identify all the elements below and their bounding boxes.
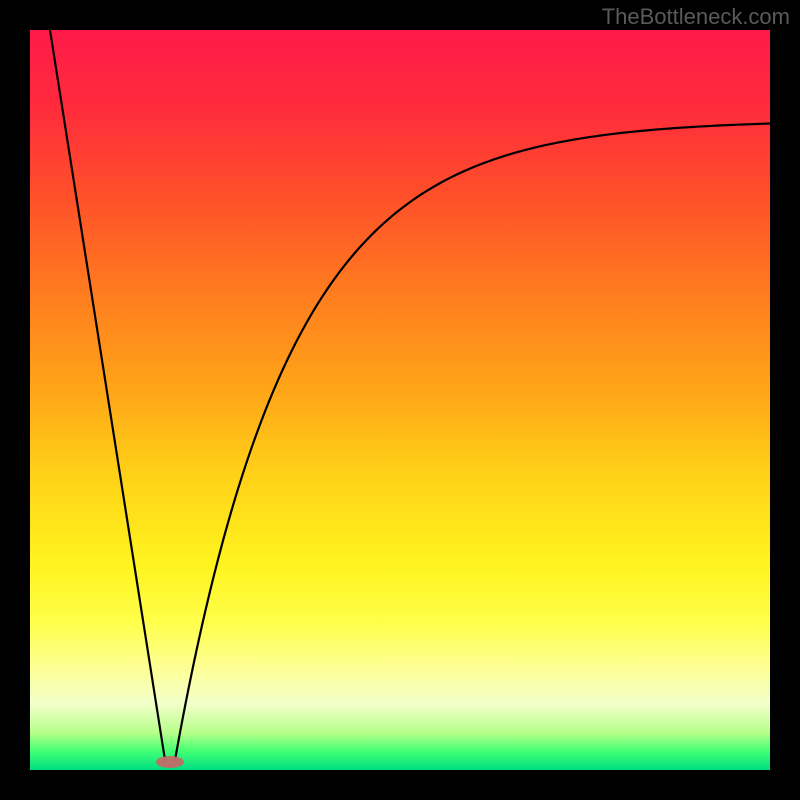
plot-background [30, 30, 770, 770]
watermark-text: TheBottleneck.com [602, 4, 790, 30]
chart-container: TheBottleneck.com [0, 0, 800, 800]
bottleneck-curve-plot [0, 0, 800, 800]
cusp-marker [156, 756, 184, 768]
